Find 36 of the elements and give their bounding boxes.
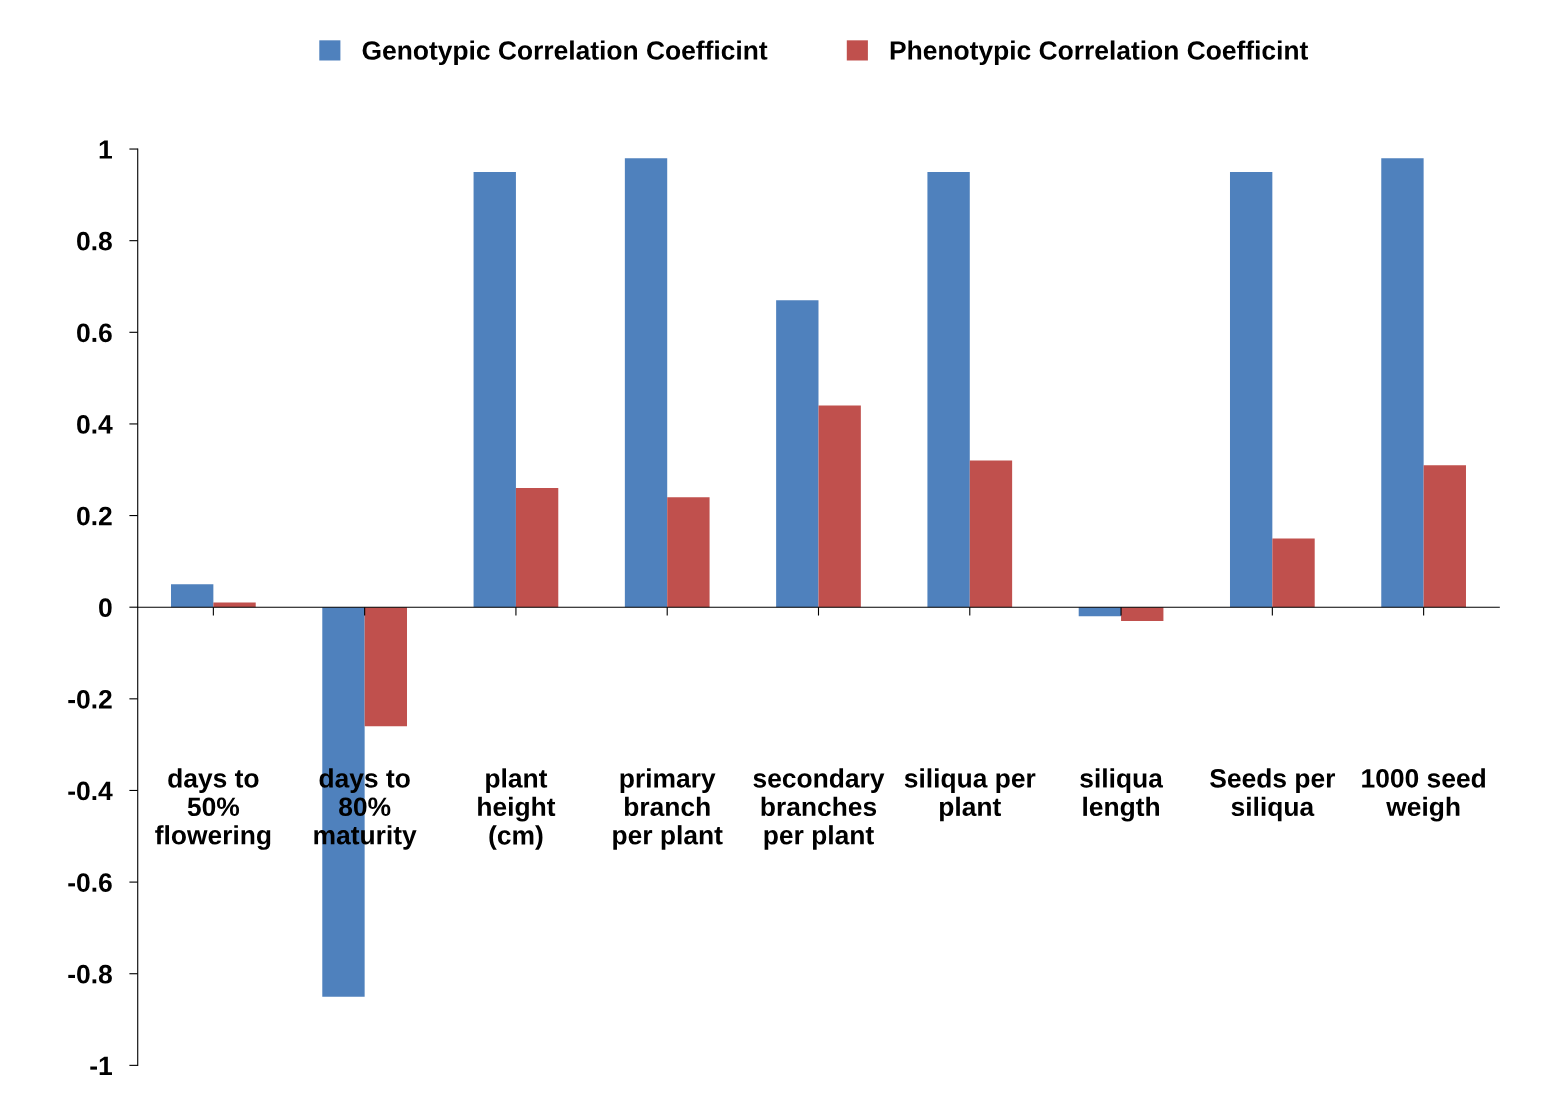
y-tick-label: 0.2: [77, 506, 112, 526]
bar: [1121, 607, 1164, 621]
y-tick-label: -0.2: [68, 689, 112, 709]
x-tick-label: siliqua per plant: [904, 768, 1036, 822]
bar: [515, 488, 559, 608]
bar: [1229, 171, 1273, 608]
x-tick-label: plant height (cm): [478, 768, 556, 850]
bar: [927, 171, 970, 608]
y-tick-label: 1: [99, 140, 112, 159]
bar: [969, 460, 1013, 608]
x-tick-label: Seeds per siliqua: [1210, 768, 1336, 822]
legend-label: Phenotypic Correlation Coefficint: [890, 40, 1309, 66]
y-tick-label: 0: [99, 598, 112, 618]
bar: [776, 300, 819, 608]
x-tick-label: 1000 seed weigh: [1362, 768, 1485, 822]
y-tick-label: -1: [90, 1056, 112, 1075]
x-tick-label: days to 50% flowering: [155, 768, 271, 850]
x-tick-label: secondary branches per plant: [753, 768, 885, 850]
bar: [364, 607, 407, 727]
bar: [1423, 465, 1466, 608]
bar: [667, 497, 710, 608]
bar: [818, 405, 861, 608]
x-tick-label: siliqua length: [1080, 768, 1164, 822]
y-tick-label: 0.6: [77, 323, 112, 343]
y-tick-label: -0.6: [68, 873, 112, 892]
bar: [1272, 538, 1315, 608]
legend-label: Genotypic Correlation Coefficint: [362, 40, 768, 66]
y-tick-label: -0.4: [68, 781, 113, 801]
x-tick-label: primary branch per plant: [613, 768, 723, 850]
bar: [473, 171, 516, 608]
bar: [624, 158, 668, 608]
bar: [1381, 158, 1424, 608]
y-tick-label: 0.8: [77, 231, 112, 251]
bar: [171, 584, 214, 608]
y-tick-label: 0.4: [77, 415, 113, 434]
y-tick-label: -0.8: [68, 964, 112, 984]
